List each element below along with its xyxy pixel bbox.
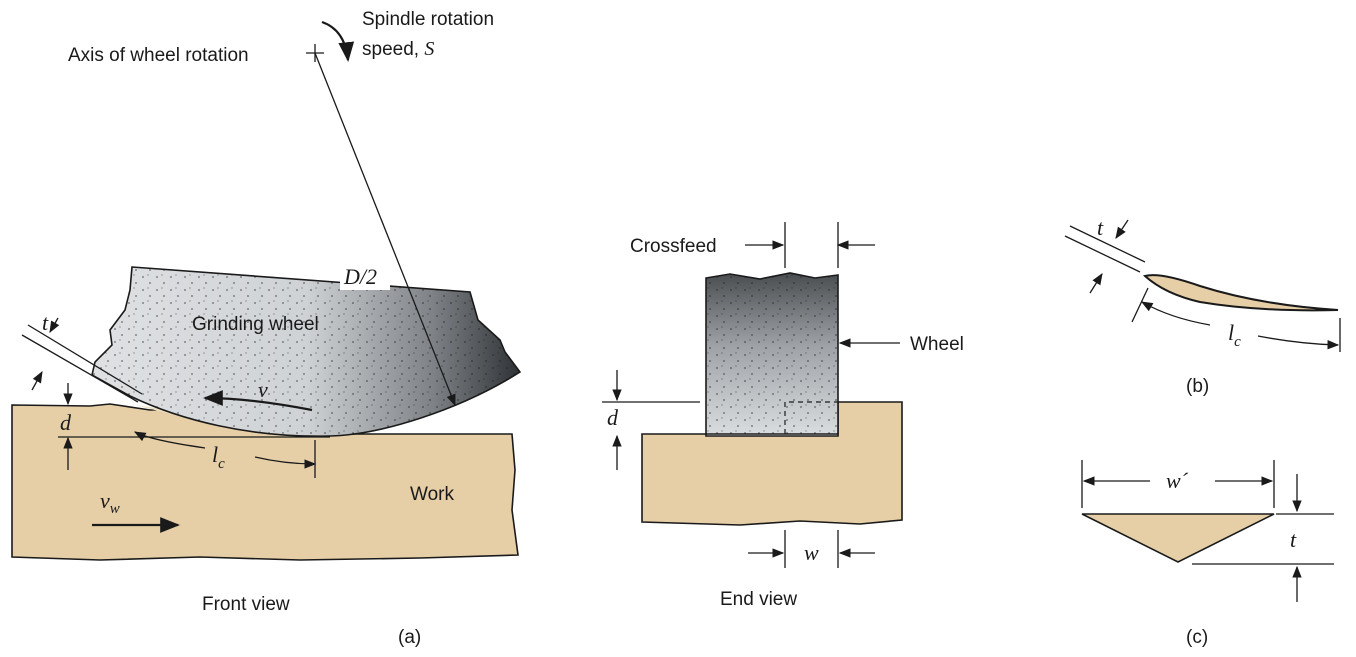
lc-arrow-right: [254, 456, 317, 469]
panel-c-label: (c): [1186, 627, 1208, 648]
work-block: [11, 403, 519, 561]
b-lc-arrow-right: [1257, 335, 1340, 350]
chip-cross-section: [1081, 513, 1275, 563]
lc-arrow-left: [133, 431, 206, 449]
spindle-label-line2: speed, S: [362, 38, 434, 60]
b-t-arrow-2: [1089, 273, 1103, 294]
c-w-label: w´: [1166, 468, 1189, 493]
c-t-label: t: [1290, 527, 1297, 552]
b-t-ext-1: [1064, 235, 1141, 273]
lc-label: lc: [212, 442, 225, 472]
wheel-velocity-label: v: [258, 377, 268, 402]
b-lc-ext-left: [1131, 287, 1149, 323]
radius-line: [314, 52, 456, 407]
t-arrow-2: [31, 370, 43, 391]
end-view-work: [641, 401, 903, 526]
b-t-label: t: [1097, 215, 1104, 240]
end-wheel-label: Wheel: [910, 334, 964, 355]
end-view-hidden-line: [784, 401, 838, 434]
t-ext-line-1: [21, 334, 139, 403]
t-label: t: [42, 310, 49, 335]
work-label: Work: [410, 484, 454, 505]
radius-label-bg: [340, 262, 390, 290]
spindle-rotation-arrow: [321, 20, 355, 62]
b-t-ext-2: [1069, 225, 1146, 263]
front-view-caption: Front view: [202, 594, 290, 615]
b-t-arrow-1: [1115, 219, 1129, 239]
crossfeed-label: Crossfeed: [630, 236, 717, 257]
end-view-caption: End view: [720, 589, 797, 610]
axis-label: Axis of wheel rotation: [68, 45, 249, 66]
spindle-label-line1: Spindle rotation: [362, 9, 494, 30]
b-lc-label: lc: [1228, 320, 1241, 350]
end-w-label: w: [804, 540, 819, 565]
radius-label: D/2: [343, 264, 377, 289]
t-arrow-1: [49, 317, 60, 334]
panel-b-label: (b): [1186, 376, 1209, 397]
grinding-wheel-label: Grinding wheel: [192, 314, 319, 335]
work-velocity-label: vw: [100, 488, 120, 517]
t-ext-line-2: [27, 324, 143, 395]
d-label: d: [60, 410, 72, 435]
wheel-velocity-arrow: [203, 390, 313, 412]
end-d-label: d: [607, 405, 619, 430]
panel-a-label: (a): [398, 627, 421, 648]
b-lc-arrow-left: [1140, 301, 1211, 326]
chip-shape: [1142, 274, 1339, 312]
